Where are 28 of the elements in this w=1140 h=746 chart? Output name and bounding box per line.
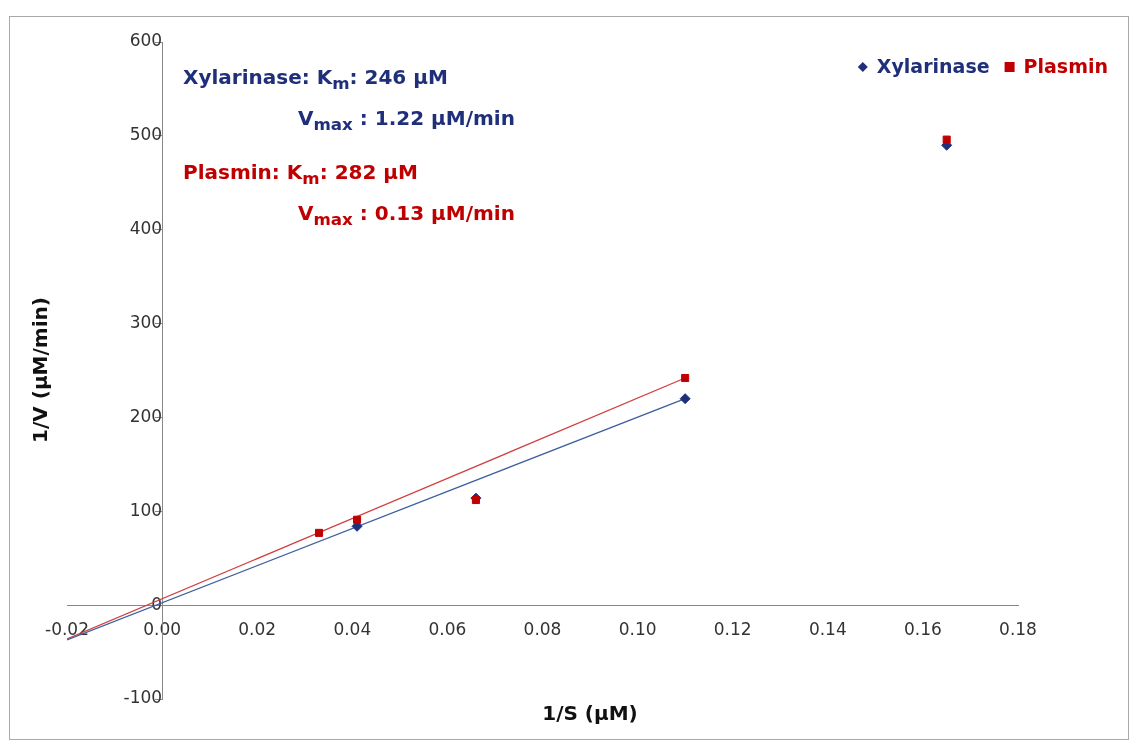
y-tick-label: 200 — [129, 405, 163, 426]
y-tick-label: 400 — [129, 218, 163, 239]
text: Xylarinase: K$_{m}$: 246 µM V$_{max}$ : 1.22 µM/min — [183, 65, 515, 134]
y-tick-label: 600 — [129, 30, 163, 51]
y-tick-label: 300 — [129, 311, 163, 332]
x-tick-label: 0.06 — [428, 618, 467, 639]
point — [314, 528, 324, 537]
y-tick-label: 100 — [129, 499, 163, 520]
x-tick-label: 0.12 — [713, 618, 752, 639]
point — [681, 373, 690, 383]
x-axis-title: 1/S (µM) — [542, 701, 638, 725]
x-tick-label: 0.10 — [618, 618, 657, 639]
x-tick-label: 0.16 — [903, 618, 942, 639]
point — [353, 515, 362, 524]
y-axis-title: 1/V (µM/min) — [28, 297, 52, 443]
x-tick-label: 0.14 — [808, 618, 847, 639]
x-tick-label: 0.04 — [333, 618, 372, 639]
legend-label: Xylarinase — [876, 54, 990, 77]
x-tick-label: -0.02 — [45, 618, 89, 639]
point — [942, 135, 951, 144]
legend-label: Plasmin — [1023, 54, 1108, 77]
x-tick-label: 0.18 — [999, 618, 1037, 639]
y-tick-label: -100 — [123, 687, 163, 708]
annotation: Plasmin: K$_{m}$: 282 µM V$_{max}$ : 0.13 µM/min — [183, 159, 515, 231]
x-tick-label: 0.02 — [238, 618, 277, 639]
y-tick-label: 500 — [129, 124, 163, 145]
point — [679, 393, 691, 405]
x-tick-label: 0.08 — [523, 618, 562, 639]
